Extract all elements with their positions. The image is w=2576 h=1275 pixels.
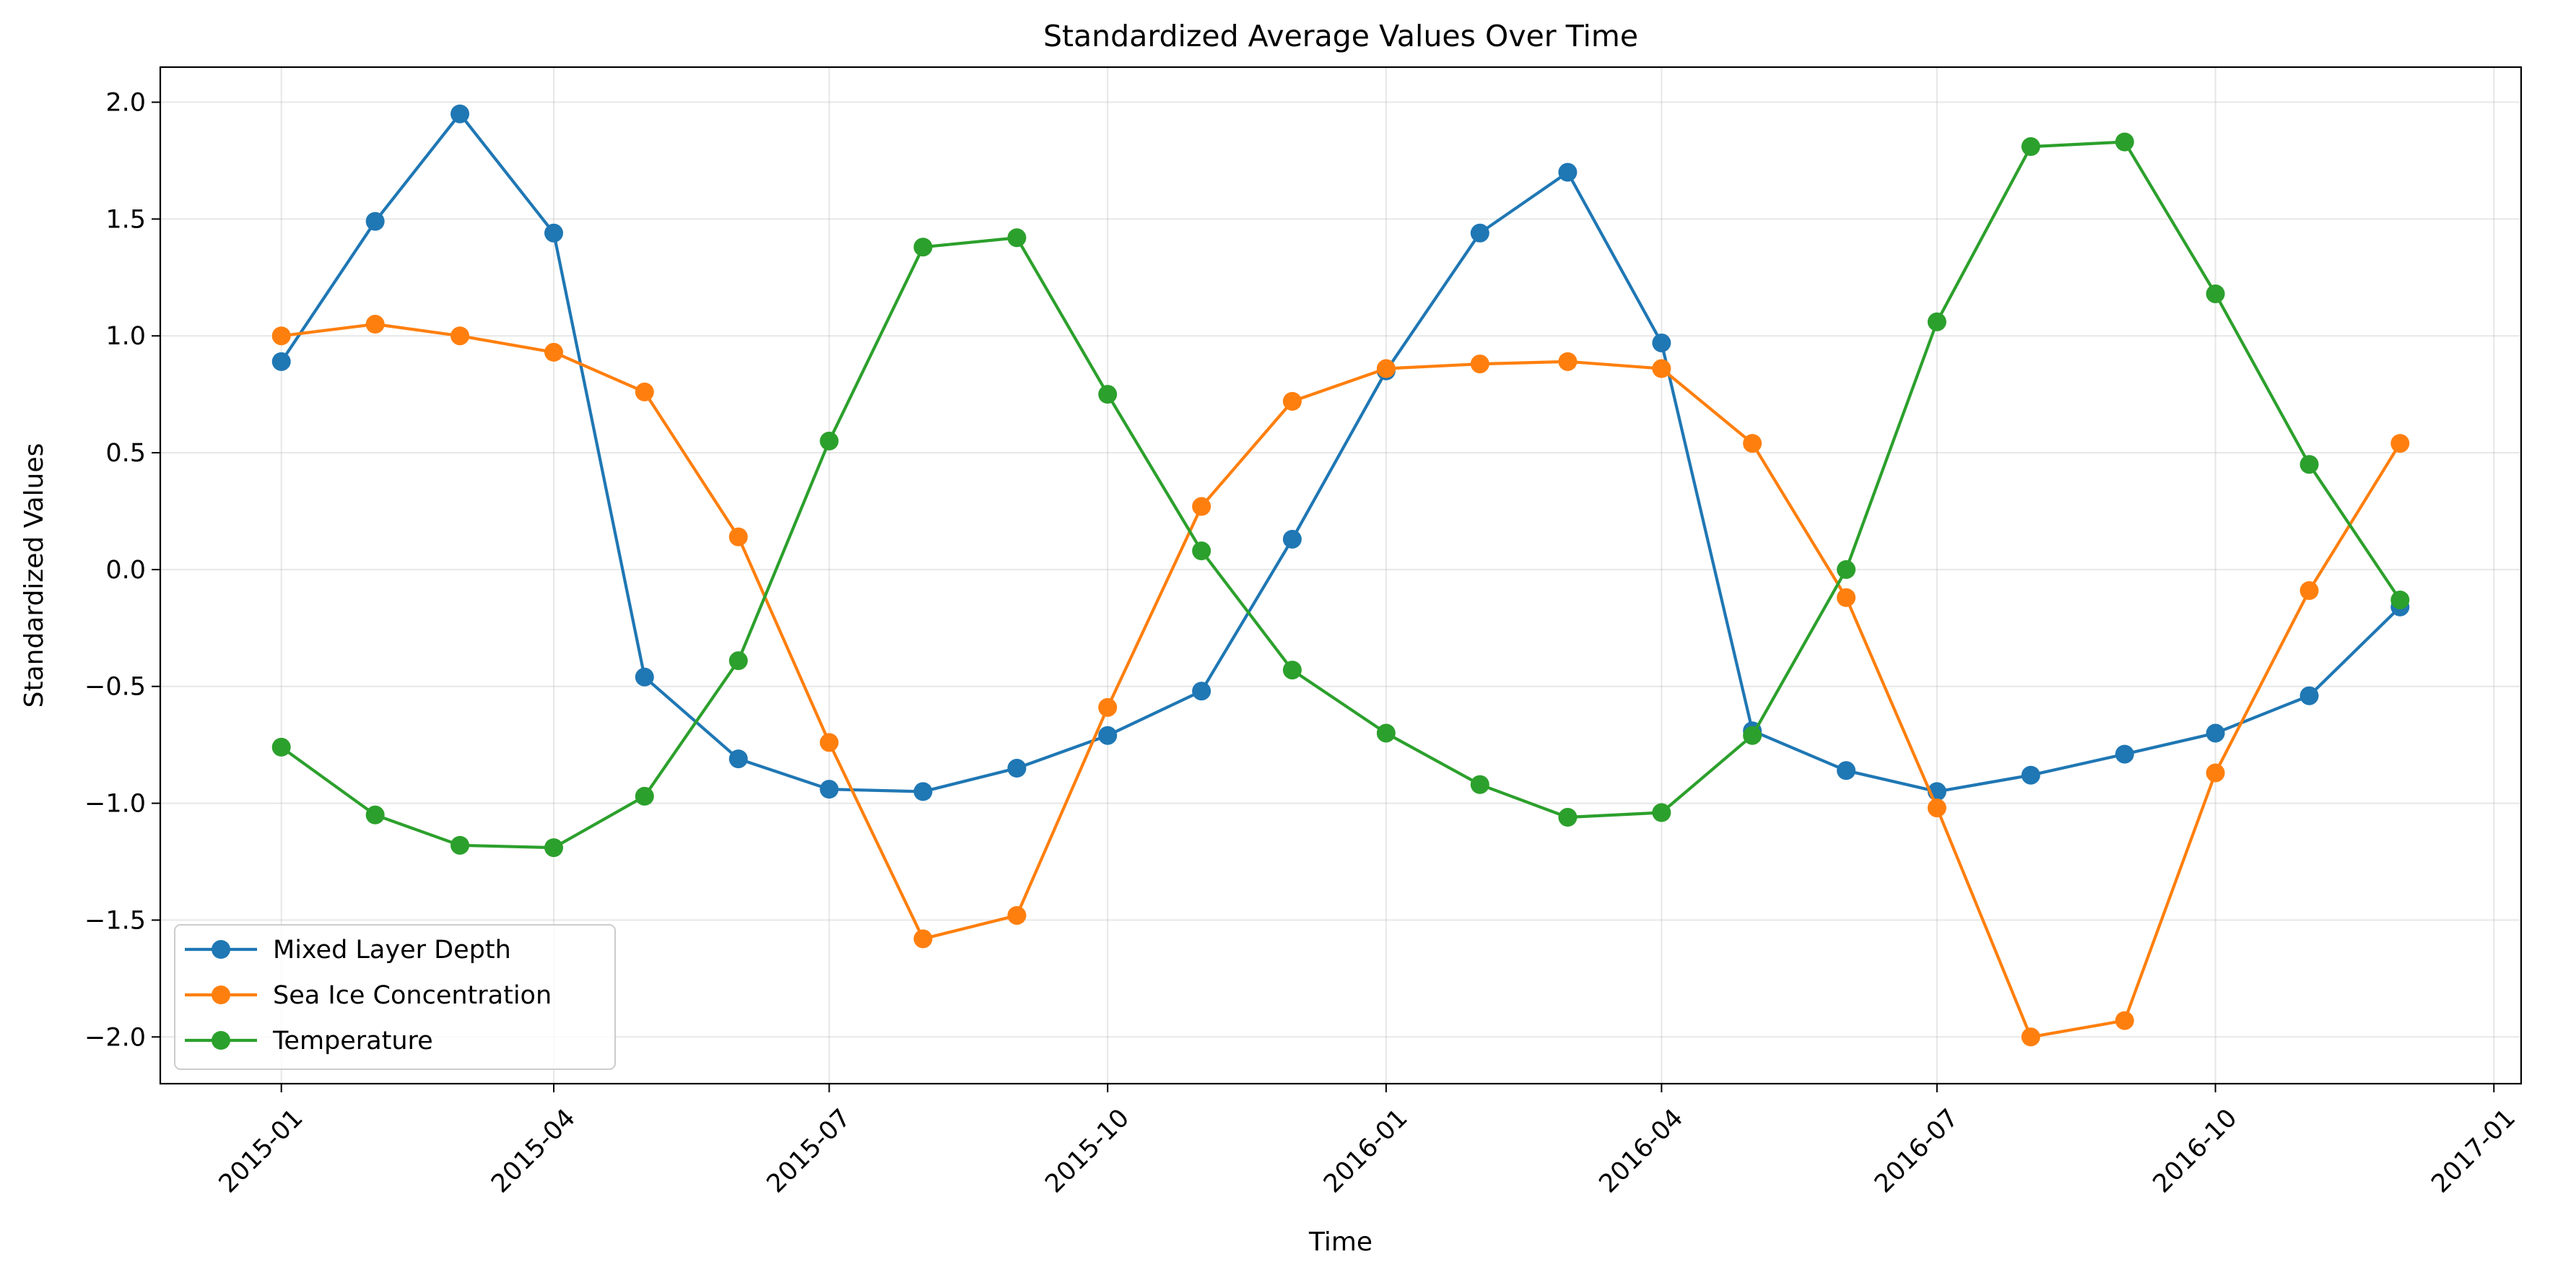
data-point <box>2115 132 2134 152</box>
data-point <box>1652 359 1671 378</box>
y-tick-label: 1.0 <box>105 322 146 351</box>
legend-label: Mixed Layer Depth <box>273 936 511 965</box>
legend-label: Sea Ice Concentration <box>273 981 552 1010</box>
data-point <box>913 929 933 949</box>
y-tick-label: 1.5 <box>105 205 146 234</box>
data-point <box>1282 391 1302 411</box>
data-point <box>1098 385 1118 404</box>
data-point <box>1007 905 1027 925</box>
data-point <box>1743 726 1762 745</box>
data-point <box>544 223 563 243</box>
data-point <box>2206 723 2225 743</box>
data-point <box>635 786 654 806</box>
data-point <box>913 782 933 801</box>
data-point <box>544 838 563 858</box>
data-point <box>819 431 839 451</box>
data-point <box>2206 763 2225 783</box>
legend-label: Temperature <box>272 1027 433 1056</box>
data-point <box>1558 162 1578 182</box>
data-point <box>271 737 291 757</box>
data-point <box>2021 765 2040 785</box>
data-point <box>1282 661 1302 680</box>
series-line <box>279 112 2403 793</box>
data-point <box>728 527 748 547</box>
y-tick-label: 0.0 <box>105 556 146 585</box>
data-point <box>1376 723 1396 743</box>
data-point <box>271 352 291 371</box>
legend-swatch-marker <box>212 985 230 1004</box>
data-point <box>1652 333 1671 352</box>
data-point <box>1470 223 1489 243</box>
data-point <box>1470 775 1489 794</box>
data-point <box>1192 497 1211 516</box>
data-point <box>2021 137 2040 157</box>
legend-box <box>174 924 616 1070</box>
data-point <box>1837 761 1856 780</box>
data-point <box>913 238 933 257</box>
data-point <box>365 315 385 334</box>
data-point <box>365 212 385 231</box>
x-axis-label: Time <box>1308 1227 1372 1257</box>
data-point <box>451 835 470 855</box>
series-line <box>279 140 2403 850</box>
data-point <box>819 780 839 799</box>
y-tick-label: −2.0 <box>84 1023 146 1052</box>
legend-swatch-marker <box>212 940 230 959</box>
y-tick-label: −0.5 <box>84 673 146 702</box>
data-point <box>1927 798 1946 818</box>
data-point <box>1192 682 1211 701</box>
chart-title: Standardized Average Values Over Time <box>1043 19 1638 53</box>
data-point <box>728 651 748 671</box>
data-point <box>819 733 839 752</box>
data-point <box>1927 312 1946 331</box>
data-point <box>451 104 470 123</box>
data-point <box>1007 228 1027 248</box>
data-point <box>1558 352 1578 371</box>
data-point <box>2115 744 2134 764</box>
legend-swatch-marker <box>212 1031 230 1050</box>
series-lines <box>271 104 2410 1047</box>
data-point <box>1192 541 1211 561</box>
data-point <box>1007 759 1027 778</box>
legend: Mixed Layer Depth Sea Ice Concentration Te… <box>174 924 616 1070</box>
data-point <box>2390 590 2410 609</box>
data-point <box>2115 1011 2134 1030</box>
plot-frame <box>159 66 2523 1085</box>
data-point <box>1652 803 1671 822</box>
data-point <box>2299 581 2319 601</box>
y-tick-label: −1.0 <box>84 790 146 819</box>
data-point <box>2299 686 2319 705</box>
data-point <box>1743 434 1762 453</box>
data-point <box>1470 354 1489 374</box>
data-point <box>451 326 470 346</box>
y-axis-label: Standardized Values <box>19 443 49 708</box>
data-point <box>2206 284 2225 303</box>
data-point <box>2299 455 2319 474</box>
data-point <box>635 382 654 401</box>
data-point <box>1837 588 1856 607</box>
data-point <box>1376 359 1396 378</box>
y-tick-label: −1.5 <box>84 906 146 935</box>
data-point <box>365 805 385 824</box>
data-point <box>1558 808 1578 827</box>
y-tick-label: 2.0 <box>105 89 146 118</box>
data-point <box>271 326 291 346</box>
data-point <box>1282 529 1302 549</box>
data-point <box>544 342 563 362</box>
data-point <box>1098 697 1118 717</box>
series-line <box>279 322 2403 1039</box>
data-point <box>2021 1027 2040 1047</box>
data-point <box>1837 560 1856 579</box>
y-tick-label: 0.5 <box>105 439 146 468</box>
data-point <box>635 667 654 687</box>
data-point <box>1098 726 1118 745</box>
data-point <box>2390 434 2410 453</box>
data-point <box>728 749 748 769</box>
